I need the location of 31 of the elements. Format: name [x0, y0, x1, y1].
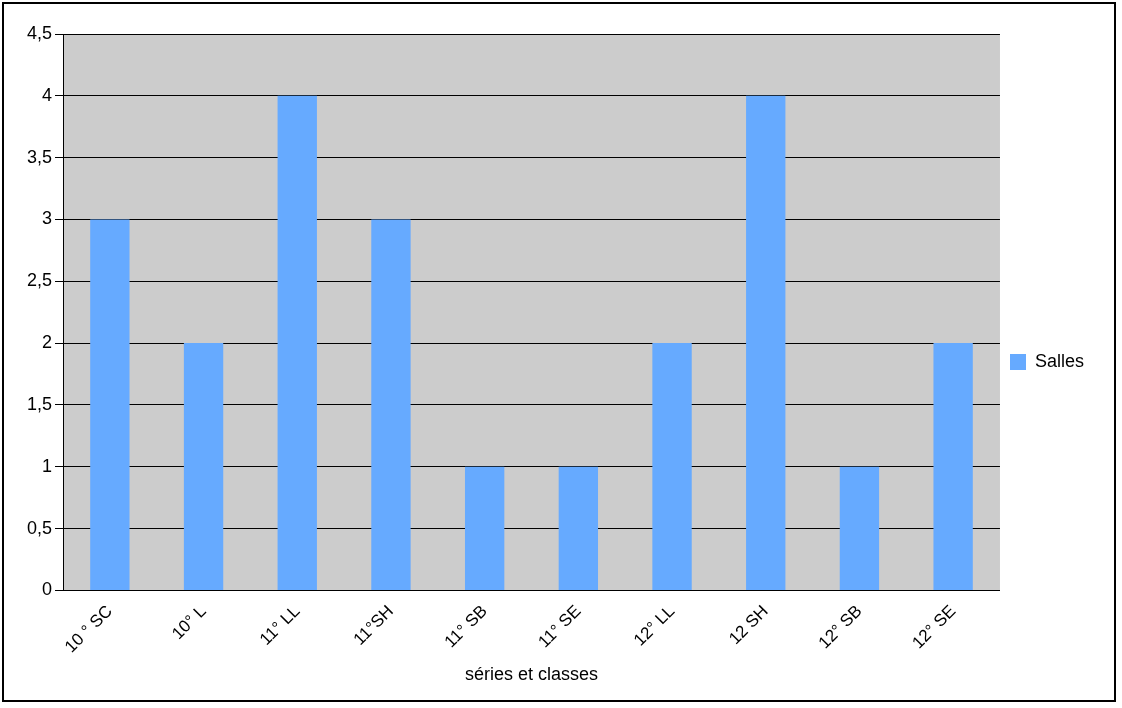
y-tick-label: 0 [42, 579, 53, 600]
bar [652, 343, 692, 590]
x-tick-label: 12° LL [629, 601, 679, 650]
x-tick-label: 11° LL [255, 601, 304, 649]
x-tick-label: 12 SH [725, 601, 772, 649]
x-tick-label: 10° L [168, 601, 210, 643]
y-tick-label: 3,5 [26, 146, 53, 167]
y-tick-label: 0,5 [26, 517, 53, 538]
bar [183, 343, 224, 590]
y-tick-label: 1 [42, 455, 53, 476]
x-tick-label: 11° SE [534, 601, 585, 652]
y-tick-label: 2 [42, 332, 53, 353]
bar [464, 466, 505, 590]
x-tick-label: 12° SB [814, 601, 866, 653]
y-tick-label: 2,5 [26, 270, 53, 291]
y-tick-label: 4 [42, 84, 53, 105]
bar [277, 95, 317, 590]
x-tick-label: 10 ° SC [61, 601, 117, 657]
x-tick-label: 11° SB [440, 601, 491, 652]
bar [746, 95, 786, 590]
bar [558, 466, 599, 590]
y-tick-label: 3 [42, 208, 53, 229]
bar [371, 219, 411, 590]
y-tick-label: 4,5 [26, 22, 53, 43]
y-tick-label: 1,5 [26, 393, 53, 414]
x-tick-label: 12° SE [908, 601, 960, 653]
bar [839, 466, 880, 590]
x-axis-title: séries et classes [464, 664, 599, 685]
legend-label: Salles [1034, 350, 1085, 371]
bar [90, 219, 130, 590]
bar [933, 343, 973, 590]
